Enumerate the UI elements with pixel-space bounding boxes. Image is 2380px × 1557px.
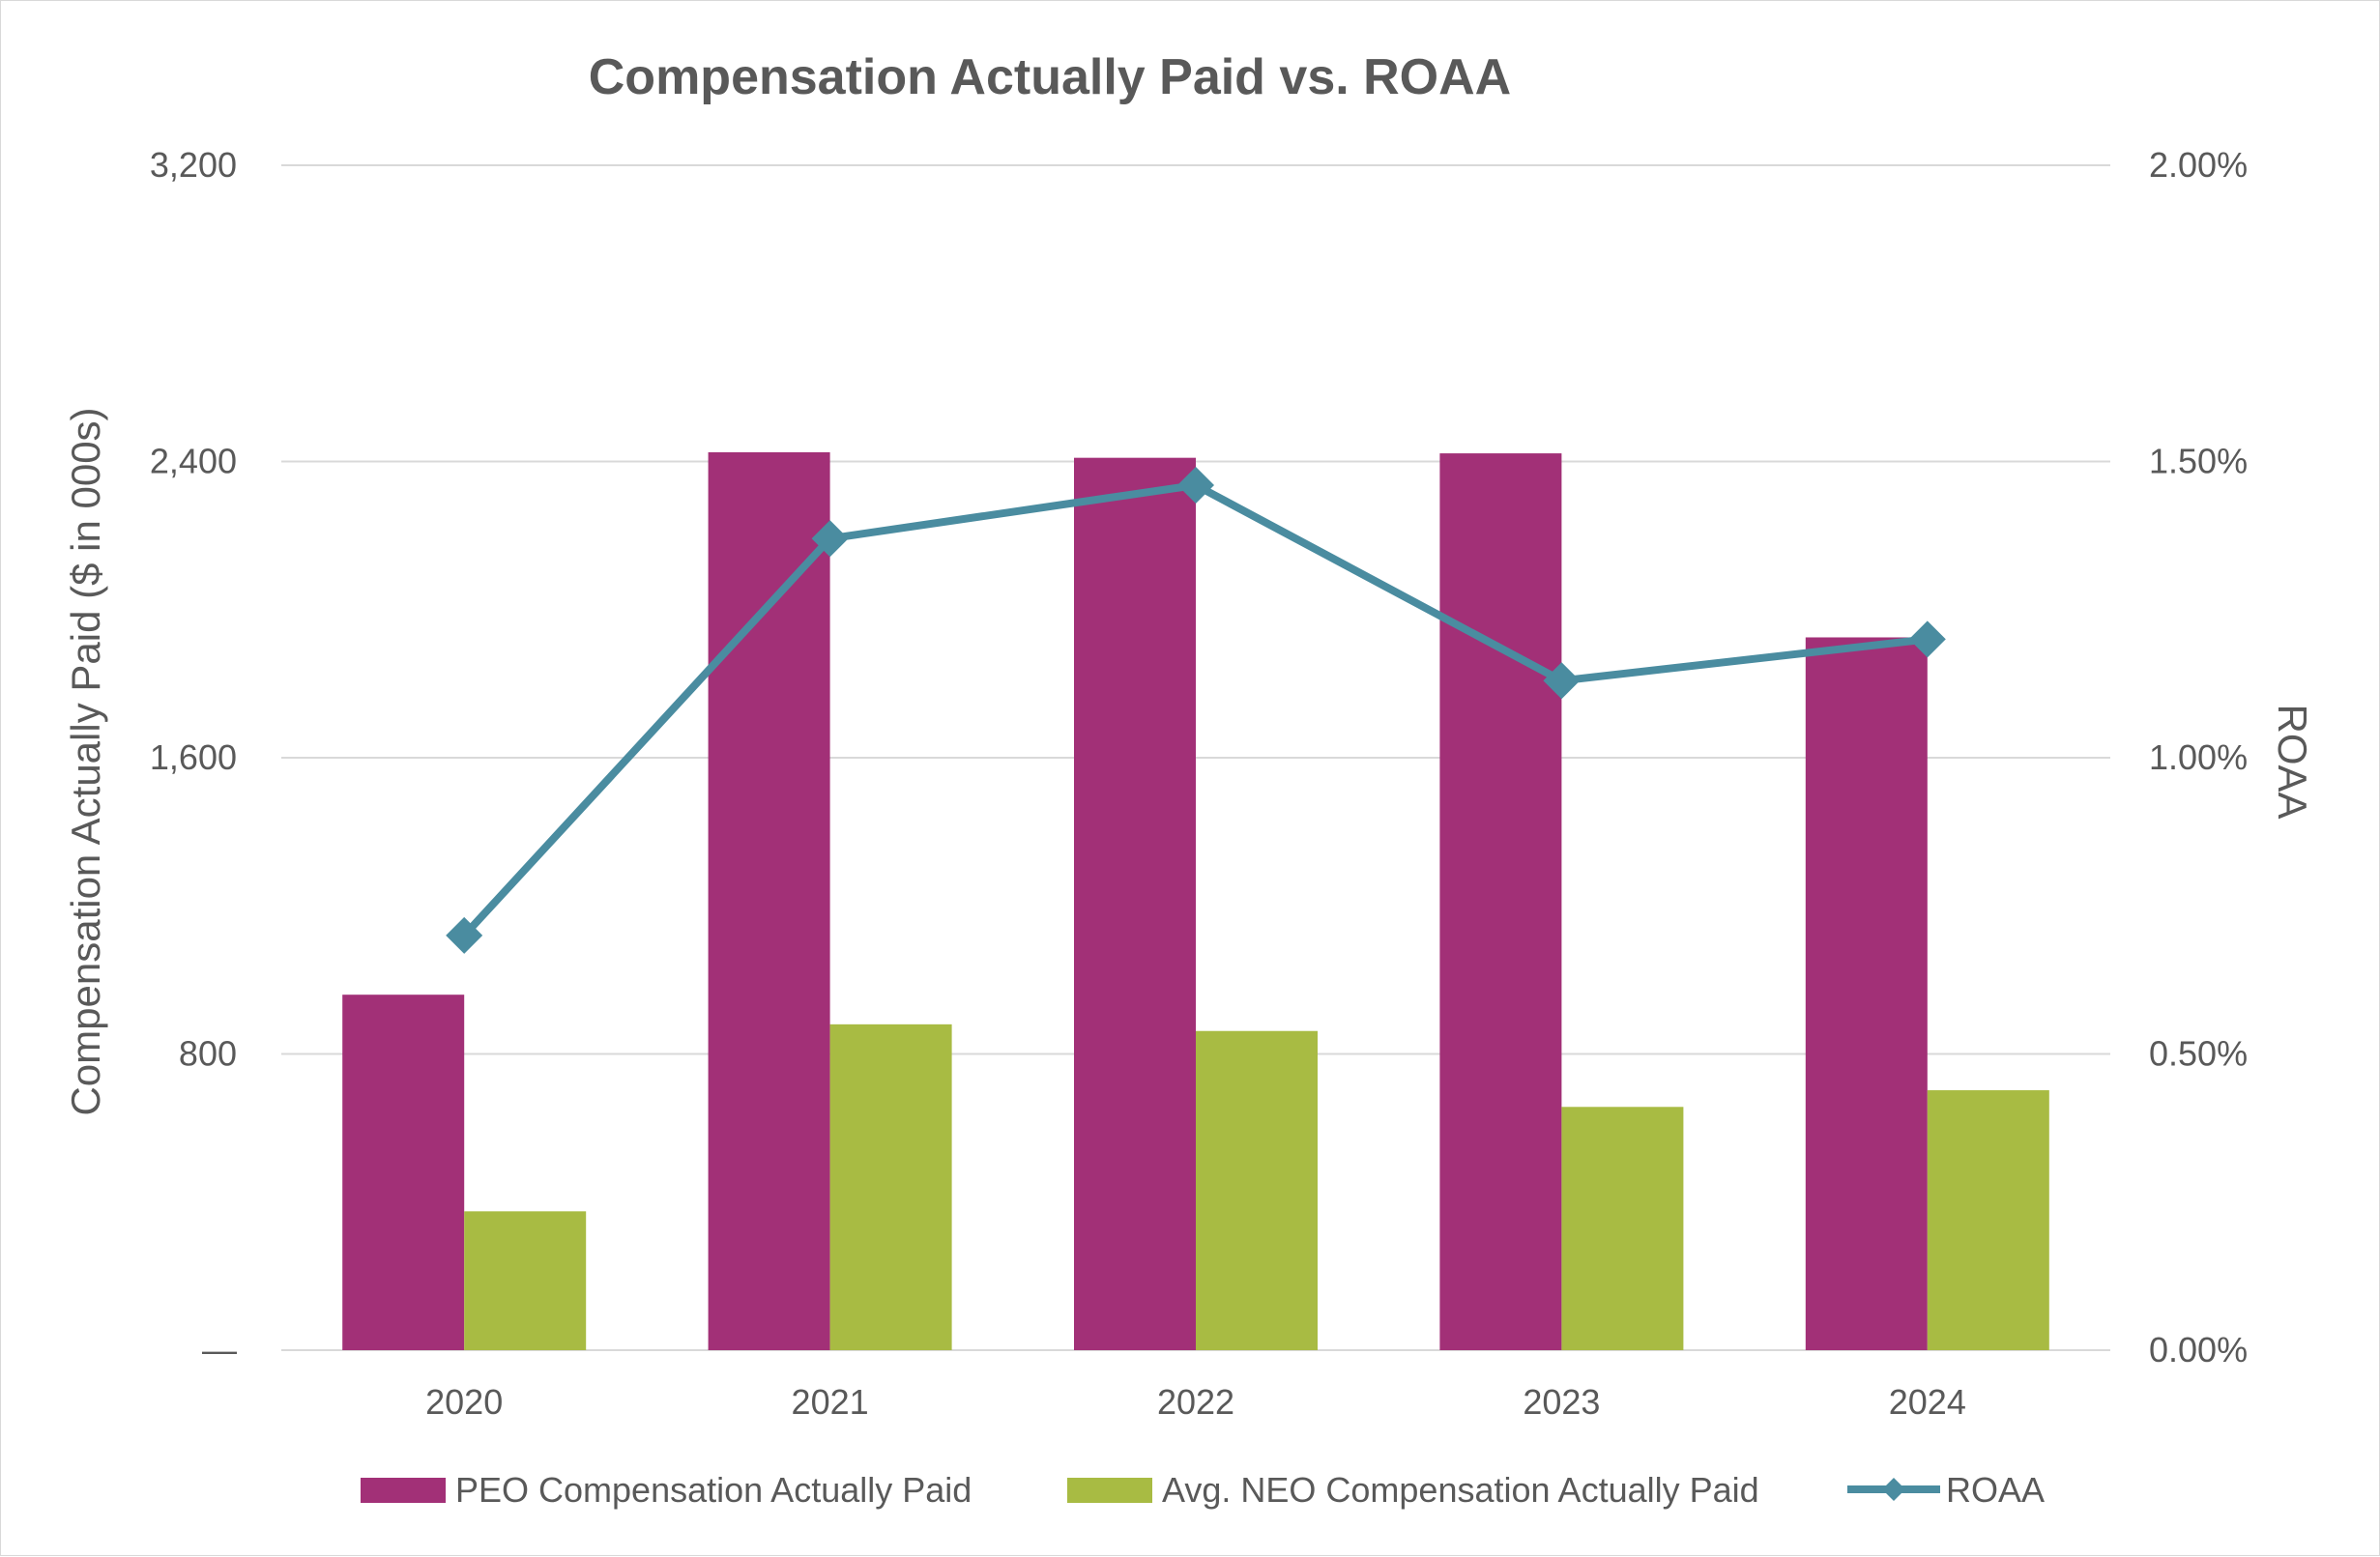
roaa-marker-2020 — [446, 916, 483, 954]
roaa-marker-2022 — [1177, 467, 1214, 505]
roaa-marker-2023 — [1543, 662, 1581, 700]
peo-bar-2020 — [342, 995, 465, 1350]
right-tick-label: 1.50% — [2149, 442, 2248, 481]
x-tick-label: 2023 — [1523, 1382, 1600, 1422]
right-tick-label: 0.50% — [2149, 1034, 2248, 1074]
x-tick-label: 2024 — [1889, 1382, 1966, 1422]
left-axis-title: Compensation Actually Paid ($ in 000s) — [63, 407, 108, 1115]
peo-bar-2022 — [1074, 457, 1196, 1350]
peo-bar-2024 — [1805, 637, 1928, 1350]
legend-label-1: Avg. NEO Compensation Actually Paid — [1162, 1470, 1759, 1510]
neo-bar-2022 — [1196, 1030, 1318, 1350]
roaa-marker-2024 — [1908, 620, 1946, 658]
legend-swatch-1 — [1067, 1478, 1152, 1503]
legend-swatch-0 — [361, 1478, 446, 1503]
neo-bar-2020 — [464, 1211, 587, 1350]
right-tick-label: 2.00% — [2149, 145, 2248, 185]
left-tick-label: 2,400 — [150, 442, 237, 481]
x-tick-label: 2021 — [792, 1382, 869, 1422]
neo-bar-2023 — [1561, 1107, 1684, 1350]
peo-bar-2023 — [1439, 453, 1562, 1350]
bar-series — [342, 451, 2049, 1350]
line-series — [446, 467, 1946, 954]
legend-diamond-icon — [1882, 1478, 1905, 1501]
neo-bar-2021 — [829, 1024, 952, 1350]
left-tick-label: — — [202, 1330, 237, 1370]
neo-bar-2024 — [1927, 1090, 2049, 1350]
right-tick-label: 1.00% — [2149, 737, 2248, 777]
left-axis-ticks: — 800 1,600 2,400 3,200 — [150, 145, 237, 1370]
right-axis-ticks: 0.00% 0.50% 1.00% 1.50% 2.00% — [2149, 145, 2248, 1370]
right-tick-label: 0.00% — [2149, 1330, 2248, 1370]
legend-label-roaa: ROAA — [1946, 1470, 2045, 1510]
peo-bar-2021 — [708, 451, 830, 1350]
chart-title: Compensation Actually Paid vs. ROAA — [589, 49, 1511, 105]
legend-label-0: PEO Compensation Actually Paid — [455, 1470, 972, 1510]
left-tick-label: 800 — [179, 1034, 237, 1074]
left-tick-label: 1,600 — [150, 737, 237, 777]
x-tick-label: 2020 — [425, 1382, 503, 1422]
x-axis-ticks: 2020 2021 2022 2023 2024 — [425, 1382, 1966, 1422]
x-tick-label: 2022 — [1157, 1382, 1234, 1422]
roaa-marker-2021 — [811, 520, 849, 558]
right-axis-title: ROAA — [2270, 704, 2315, 819]
left-tick-label: 3,200 — [150, 145, 237, 185]
legend: PEO Compensation Actually Paid Avg. NEO C… — [361, 1470, 2045, 1510]
